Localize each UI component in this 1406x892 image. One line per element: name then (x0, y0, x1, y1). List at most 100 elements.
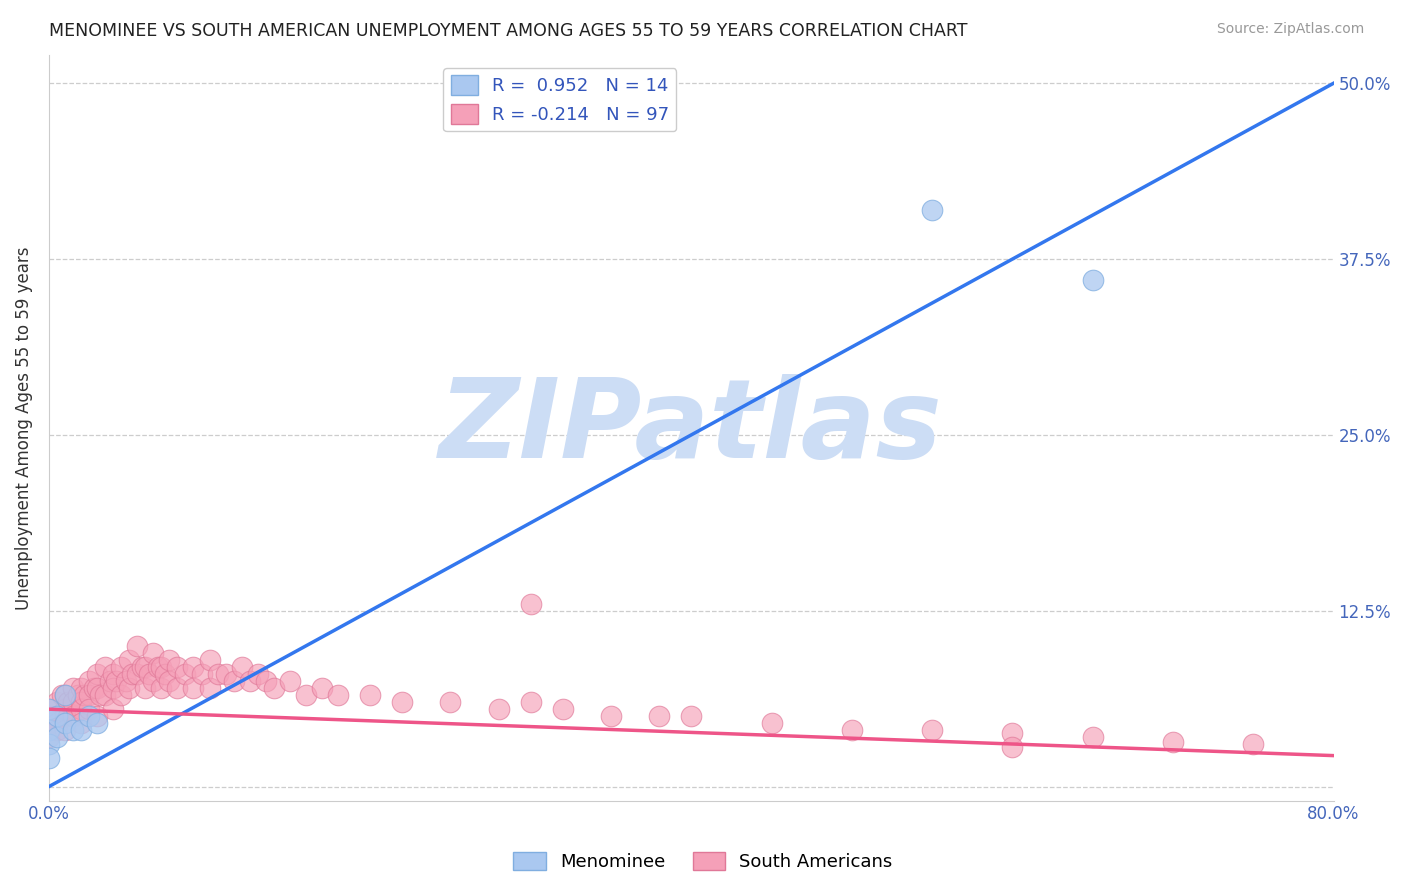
Point (921, 723, 943, 738)
Point (86, 667, 108, 681)
Point (190, 667, 212, 681)
Point (1081, 273, 1104, 287)
Point (1081, 731, 1104, 745)
Point (53, 688, 76, 702)
Point (51, 688, 73, 702)
Point (207, 667, 229, 681)
Point (150, 681, 173, 695)
Point (295, 688, 318, 702)
Point (142, 674, 165, 689)
Point (134, 660, 156, 674)
Point (1241, 737, 1264, 751)
Point (38, 737, 60, 751)
Text: Source: ZipAtlas.com: Source: ZipAtlas.com (1216, 22, 1364, 37)
Point (110, 688, 132, 702)
Point (38, 723, 60, 738)
Point (86, 681, 108, 695)
Point (73, 688, 96, 702)
Point (70, 702, 93, 716)
Point (86, 709, 108, 723)
Point (841, 723, 863, 738)
Point (311, 681, 333, 695)
Point (519, 695, 541, 709)
Point (94, 688, 117, 702)
Point (62, 681, 84, 695)
Point (118, 681, 141, 695)
Point (648, 709, 671, 723)
Point (66, 688, 89, 702)
Point (38, 751, 60, 765)
Point (254, 674, 277, 689)
Point (103, 667, 125, 681)
Point (46, 709, 69, 723)
Point (62, 695, 84, 709)
Point (198, 681, 221, 695)
Point (239, 674, 262, 689)
Point (62, 709, 84, 723)
Legend: R =  0.952   N = 14, R = -0.214   N = 97: R = 0.952 N = 14, R = -0.214 N = 97 (443, 68, 676, 131)
Point (77, 674, 100, 689)
Point (70, 695, 93, 709)
Point (53, 716, 76, 731)
Point (70, 723, 93, 738)
Point (70, 681, 93, 695)
Point (103, 702, 125, 716)
Point (53, 723, 76, 738)
Point (77, 702, 100, 716)
Point (519, 597, 541, 611)
Point (121, 667, 143, 681)
Point (326, 688, 349, 702)
Text: MENOMINEE VS SOUTH AMERICAN UNEMPLOYMENT AMONG AGES 55 TO 59 YEARS CORRELATION C: MENOMINEE VS SOUTH AMERICAN UNEMPLOYMENT… (49, 22, 967, 40)
Point (105, 674, 128, 689)
Point (77, 709, 100, 723)
Point (150, 660, 173, 674)
Point (58, 695, 80, 709)
Point (115, 674, 138, 689)
Point (103, 681, 125, 695)
Point (89, 688, 111, 702)
Point (246, 667, 269, 681)
Text: ZIPatlas: ZIPatlas (439, 375, 943, 482)
Point (183, 681, 205, 695)
Point (174, 667, 197, 681)
Point (94, 660, 117, 674)
Point (46, 731, 69, 745)
Point (53, 688, 76, 702)
Point (38, 731, 60, 745)
Point (53, 702, 76, 716)
Point (62, 723, 84, 738)
Point (198, 653, 221, 667)
Point (131, 660, 153, 674)
Point (600, 709, 623, 723)
Point (157, 653, 180, 667)
Point (166, 660, 188, 674)
Point (263, 681, 285, 695)
Point (278, 674, 301, 689)
Point (53, 709, 76, 723)
Point (681, 709, 703, 723)
Point (222, 674, 245, 689)
Point (1001, 726, 1024, 740)
Point (98, 674, 121, 689)
Point (153, 667, 176, 681)
Point (118, 653, 141, 667)
Point (86, 716, 108, 731)
Point (38, 723, 60, 738)
Point (157, 674, 180, 689)
Point (183, 660, 205, 674)
Point (138, 667, 160, 681)
Point (38, 702, 60, 716)
Point (142, 646, 165, 660)
Point (488, 702, 510, 716)
Point (77, 688, 100, 702)
Point (46, 723, 69, 738)
Point (439, 695, 461, 709)
Point (1001, 740, 1024, 755)
Point (46, 716, 69, 731)
Point (1161, 734, 1184, 748)
Point (83, 681, 105, 695)
Point (127, 667, 149, 681)
Point (70, 716, 93, 731)
Point (46, 695, 69, 709)
Point (391, 695, 413, 709)
